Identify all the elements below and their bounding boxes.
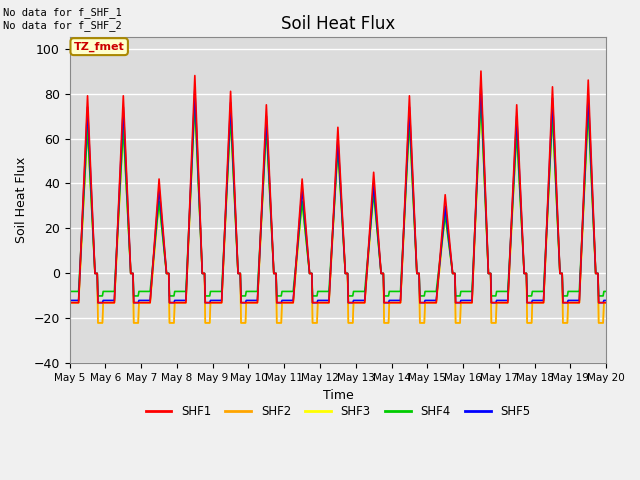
- Text: No data for f_SHF_1
No data for f_SHF_2: No data for f_SHF_1 No data for f_SHF_2: [3, 7, 122, 31]
- Legend: SHF1, SHF2, SHF3, SHF4, SHF5: SHF1, SHF2, SHF3, SHF4, SHF5: [141, 400, 535, 423]
- Title: Soil Heat Flux: Soil Heat Flux: [281, 15, 395, 33]
- Y-axis label: Soil Heat Flux: Soil Heat Flux: [15, 157, 28, 243]
- Text: TZ_fmet: TZ_fmet: [74, 41, 125, 52]
- X-axis label: Time: Time: [323, 389, 353, 402]
